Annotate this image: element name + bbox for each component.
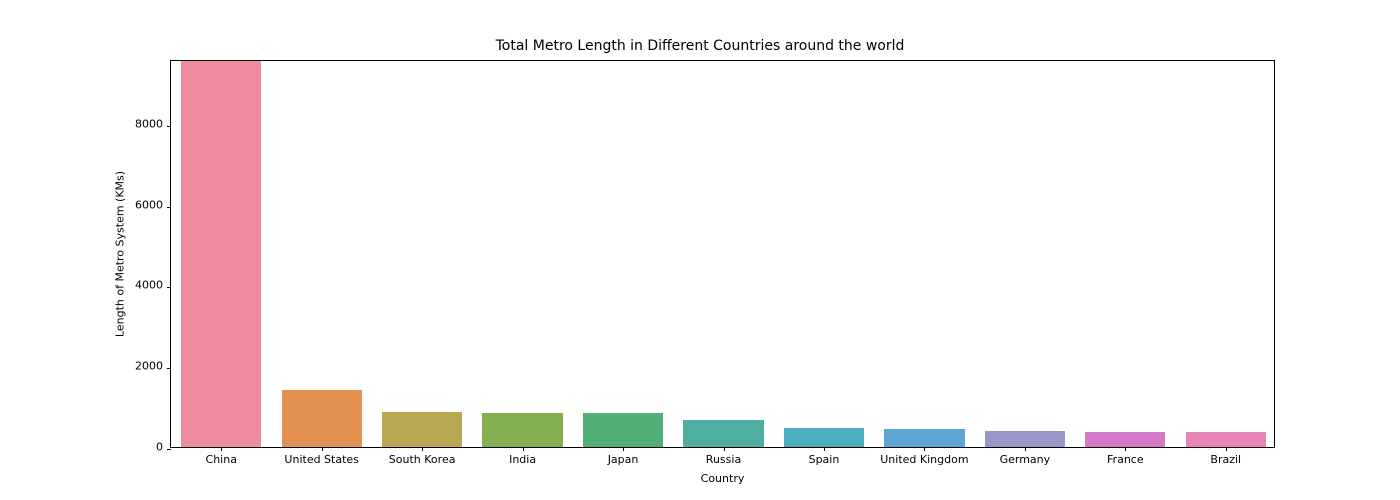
bar	[181, 61, 261, 447]
plot-area: 02000400060008000ChinaUnited StatesSouth…	[170, 60, 1275, 448]
chart-title: Total Metro Length in Different Countrie…	[0, 38, 1400, 54]
bar	[1186, 432, 1266, 447]
bar	[985, 431, 1065, 447]
bar	[282, 390, 362, 447]
bar	[1085, 432, 1165, 447]
bar	[884, 429, 964, 447]
y-tick-label: 0	[156, 441, 171, 454]
x-tick-label: China	[206, 447, 237, 466]
bar	[482, 413, 562, 447]
bar	[583, 413, 663, 447]
y-axis-label: Length of Metro System (KMs)	[114, 171, 127, 337]
chart-root: Total Metro Length in Different Countrie…	[0, 0, 1400, 500]
y-tick-label: 2000	[135, 360, 171, 373]
x-tick-label: Russia	[706, 447, 741, 466]
x-tick-label: Spain	[809, 447, 840, 466]
x-tick-label: India	[509, 447, 536, 466]
x-axis-label: Country	[701, 472, 745, 485]
bar	[784, 428, 864, 447]
x-tick-label: Brazil	[1210, 447, 1241, 466]
y-tick-label: 8000	[135, 117, 171, 130]
x-tick-label: South Korea	[389, 447, 456, 466]
x-tick-label: France	[1107, 447, 1144, 466]
x-tick-label: United Kingdom	[880, 447, 968, 466]
y-tick-label: 6000	[135, 198, 171, 211]
bar	[382, 412, 462, 447]
x-tick-label: United States	[284, 447, 359, 466]
x-tick-label: Japan	[608, 447, 639, 466]
x-tick-label: Germany	[1000, 447, 1051, 466]
bar	[683, 420, 763, 447]
y-tick-label: 4000	[135, 279, 171, 292]
